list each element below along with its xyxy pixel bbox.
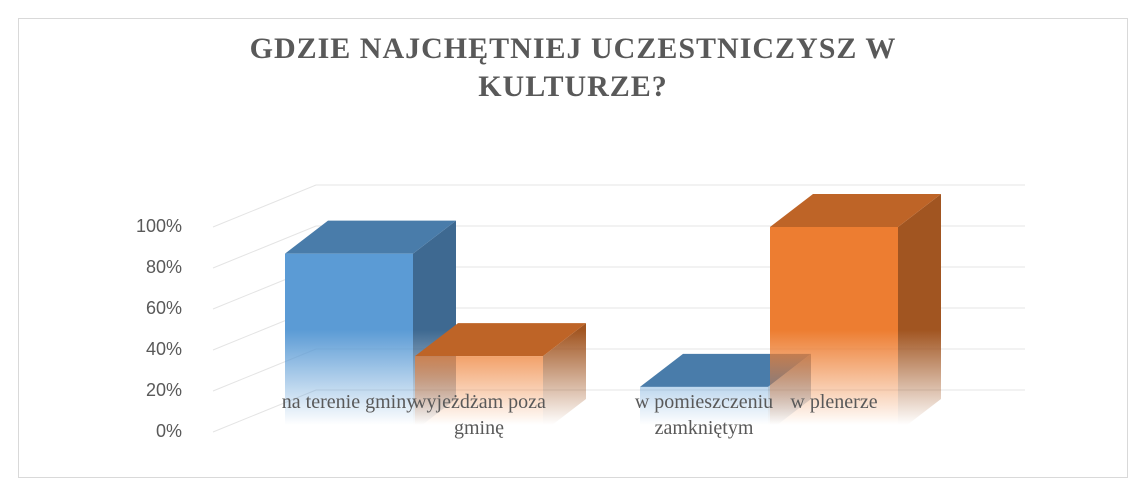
chart-title: GDZIE NAJCHĘTNIEJ UCZESTNICZYSZ W KULTUR…	[249, 32, 897, 103]
bar-top	[285, 220, 456, 254]
bar	[415, 323, 586, 432]
page: GDZIE NAJCHĘTNIEJ UCZESTNICZYSZ W KULTUR…	[18, 18, 1128, 478]
bar-top	[770, 194, 941, 227]
bar-top	[415, 323, 586, 357]
bar-top	[640, 353, 811, 387]
x-tick-label: w plenerze	[790, 391, 878, 413]
bar	[770, 194, 941, 432]
chart: 0% 20% 40% 60% 80% 100%	[136, 184, 1025, 441]
y-tick-label: 20%	[146, 380, 182, 400]
bar-front	[415, 356, 543, 432]
bar-side	[543, 323, 586, 432]
bar-front	[285, 253, 413, 432]
x-tick-label: na terenie gminy	[281, 391, 417, 413]
y-tick-label: 80%	[146, 257, 182, 277]
y-tick-label: 40%	[146, 339, 182, 359]
bar-front	[770, 227, 898, 432]
y-tick-label: 0%	[156, 421, 182, 441]
bar-side	[898, 194, 941, 432]
y-tick-label: 60%	[146, 298, 182, 318]
x-tick-label: wyjeżdżam poza gminę	[412, 391, 546, 439]
y-tick-label: 100%	[136, 216, 182, 236]
bar-front	[640, 386, 768, 432]
x-tick-label: w pomieszczeniu zamkniętym	[634, 391, 774, 439]
grid-line	[212, 184, 1025, 228]
